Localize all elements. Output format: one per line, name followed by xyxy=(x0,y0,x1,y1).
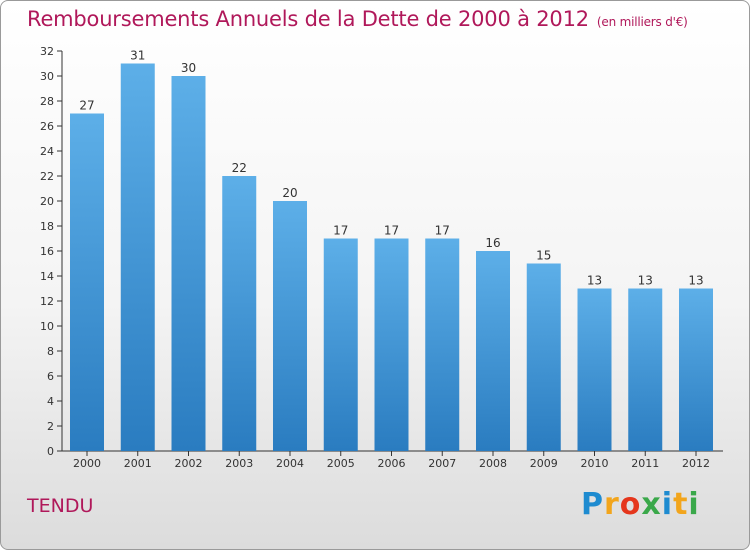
bar xyxy=(476,251,510,451)
bar-value-label: 13 xyxy=(587,274,602,288)
bar xyxy=(526,263,561,451)
y-tick-label: 28 xyxy=(40,95,54,108)
bar-value-label: 17 xyxy=(384,224,399,238)
chart-title-text: Remboursements Annuels de la Dette de 20… xyxy=(27,7,589,31)
x-axis: 2000 2001 2002 2003 2004 2005 2006 2007 2008 2009… xyxy=(62,450,723,470)
x-tick-label: 2004 xyxy=(276,457,304,470)
bar-value-label: 17 xyxy=(435,224,450,238)
bar xyxy=(171,76,206,451)
y-tick-label: 14 xyxy=(40,270,54,283)
y-tick-label: 18 xyxy=(40,220,54,233)
y-tick-label: 26 xyxy=(40,120,54,133)
bar xyxy=(70,113,104,451)
bar xyxy=(425,238,460,451)
y-tick-label: 12 xyxy=(40,295,54,308)
y-tick-label: 20 xyxy=(40,195,54,208)
bar xyxy=(120,63,155,451)
y-tick-label: 0 xyxy=(47,445,54,458)
x-tick-label: 2001 xyxy=(124,457,152,470)
y-tick-label: 32 xyxy=(40,45,54,58)
bar xyxy=(222,176,257,451)
bar-value-label: 17 xyxy=(333,224,348,238)
x-tick-label: 2005 xyxy=(327,457,355,470)
y-tick-label: 8 xyxy=(47,345,54,358)
bar-value-label: 22 xyxy=(232,161,247,175)
bar xyxy=(374,238,409,451)
x-tick-label: 2011 xyxy=(631,457,659,470)
x-tick-label: 2003 xyxy=(225,457,253,470)
bar-value-label: 27 xyxy=(79,99,94,113)
y-tick-label: 22 xyxy=(40,170,54,183)
x-tick-label: 2000 xyxy=(73,457,101,470)
y-tick-label: 30 xyxy=(40,70,54,83)
x-tick-label: 2008 xyxy=(479,457,507,470)
bar-value-label: 13 xyxy=(688,274,703,288)
value-labels-group: 27 31 30 22 20 17 17 17 16 15 13 13 13 xyxy=(79,49,703,288)
bar xyxy=(323,238,358,451)
bar-value-label: 13 xyxy=(638,274,653,288)
bar-value-label: 15 xyxy=(536,249,551,263)
y-tick-label: 16 xyxy=(40,245,54,258)
bar-value-label: 31 xyxy=(130,49,145,63)
y-tick-label: 24 xyxy=(40,145,54,158)
x-tick-label: 2006 xyxy=(378,457,406,470)
y-tick-label: 2 xyxy=(47,420,54,433)
bar-value-label: 20 xyxy=(282,186,297,200)
commune-name: TENDU xyxy=(27,495,94,517)
bar-value-label: 30 xyxy=(181,61,196,75)
bar xyxy=(679,288,713,451)
bar xyxy=(577,288,612,451)
x-tick-label: 2012 xyxy=(682,457,710,470)
x-tick-label: 2010 xyxy=(581,457,609,470)
bar xyxy=(628,288,663,451)
y-tick-label: 10 xyxy=(40,320,54,333)
proxiti-logo: Proxiti xyxy=(581,487,700,522)
bar-value-label: 16 xyxy=(485,236,500,250)
chart-subtitle: (en milliers d'€) xyxy=(596,15,688,29)
x-tick-label: 2007 xyxy=(428,457,456,470)
bar xyxy=(273,201,307,451)
y-tick-label: 4 xyxy=(47,395,54,408)
y-tick-label: 6 xyxy=(47,370,54,383)
chart-title: Remboursements Annuels de la Dette de 20… xyxy=(27,7,688,31)
x-tick-label: 2009 xyxy=(530,457,558,470)
x-tick-label: 2002 xyxy=(175,457,203,470)
bars-group xyxy=(70,63,713,451)
